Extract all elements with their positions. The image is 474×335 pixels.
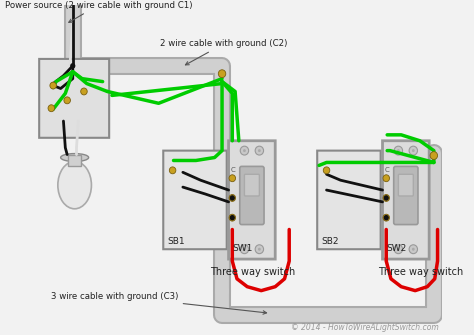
Text: 3 wire cable with ground (C3): 3 wire cable with ground (C3) — [51, 291, 266, 314]
Circle shape — [230, 215, 235, 220]
Circle shape — [255, 146, 264, 155]
Text: C: C — [384, 167, 389, 173]
Circle shape — [394, 146, 402, 155]
Text: © 2014 - HowToWireALightSwitch.com: © 2014 - HowToWireALightSwitch.com — [291, 323, 438, 332]
Circle shape — [383, 195, 389, 201]
Circle shape — [229, 214, 236, 221]
Text: Three way switch: Three way switch — [210, 267, 295, 277]
FancyBboxPatch shape — [245, 174, 259, 196]
Text: 2 wire cable with ground (C2): 2 wire cable with ground (C2) — [161, 39, 288, 65]
Circle shape — [412, 149, 415, 152]
FancyBboxPatch shape — [398, 174, 413, 196]
Circle shape — [397, 248, 400, 251]
Circle shape — [243, 248, 246, 251]
Circle shape — [383, 215, 389, 220]
Circle shape — [383, 214, 390, 221]
Circle shape — [230, 195, 235, 201]
Circle shape — [50, 82, 56, 89]
Circle shape — [255, 245, 264, 254]
Circle shape — [229, 195, 236, 201]
Circle shape — [48, 105, 55, 112]
FancyBboxPatch shape — [383, 141, 429, 259]
Circle shape — [409, 146, 418, 155]
Bar — [68, 154, 81, 166]
Circle shape — [243, 149, 246, 152]
Circle shape — [383, 175, 390, 182]
Text: Three way switch: Three way switch — [378, 267, 463, 277]
Circle shape — [169, 167, 176, 174]
Circle shape — [64, 97, 71, 104]
Circle shape — [394, 245, 402, 254]
Circle shape — [409, 245, 418, 254]
Text: Power source (2 wire cable with ground C1): Power source (2 wire cable with ground C… — [5, 1, 192, 22]
Text: SB1: SB1 — [167, 237, 185, 246]
Circle shape — [397, 149, 400, 152]
FancyBboxPatch shape — [228, 141, 275, 259]
FancyBboxPatch shape — [394, 166, 418, 224]
Circle shape — [258, 149, 261, 152]
Circle shape — [383, 195, 390, 201]
Text: SB2: SB2 — [321, 237, 338, 246]
FancyBboxPatch shape — [240, 166, 264, 224]
Circle shape — [412, 248, 415, 251]
Text: SW1: SW1 — [232, 244, 253, 253]
Circle shape — [70, 63, 75, 69]
Text: SW2: SW2 — [386, 244, 407, 253]
Ellipse shape — [58, 161, 91, 209]
Circle shape — [219, 70, 226, 78]
Circle shape — [323, 167, 330, 174]
Ellipse shape — [61, 153, 89, 161]
FancyBboxPatch shape — [317, 151, 381, 249]
FancyBboxPatch shape — [163, 151, 227, 249]
Circle shape — [240, 146, 249, 155]
Circle shape — [81, 88, 87, 95]
Circle shape — [240, 245, 249, 254]
FancyBboxPatch shape — [39, 59, 109, 138]
Text: C: C — [230, 167, 235, 173]
Circle shape — [229, 175, 236, 182]
Circle shape — [430, 152, 438, 159]
Circle shape — [258, 248, 261, 251]
